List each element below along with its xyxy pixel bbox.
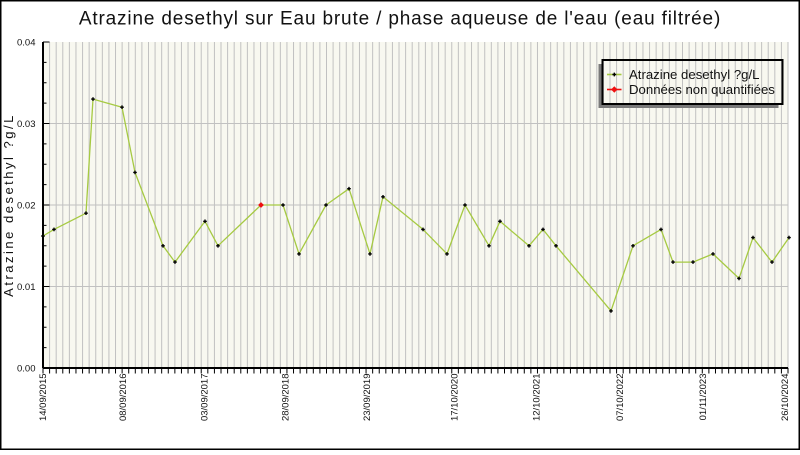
svg-text:26/10/2024: 26/10/2024 bbox=[780, 374, 791, 422]
svg-text:28/09/2018: 28/09/2018 bbox=[280, 374, 291, 422]
svg-text:17/10/2020: 17/10/2020 bbox=[450, 374, 461, 422]
svg-text:07/10/2022: 07/10/2022 bbox=[615, 374, 626, 422]
svg-text:0.04: 0.04 bbox=[17, 37, 36, 48]
svg-text:0.00: 0.00 bbox=[17, 363, 36, 374]
svg-text:Atrazine desethyl ?g/L: Atrazine desethyl ?g/L bbox=[1, 113, 16, 297]
svg-text:14/09/2015: 14/09/2015 bbox=[38, 374, 49, 422]
svg-text:01/11/2023: 01/11/2023 bbox=[698, 374, 709, 421]
svg-text:0.02: 0.02 bbox=[17, 200, 36, 211]
svg-text:03/09/2017: 03/09/2017 bbox=[199, 374, 210, 422]
svg-text:12/10/2021: 12/10/2021 bbox=[531, 374, 542, 422]
svg-text:08/09/2016: 08/09/2016 bbox=[118, 374, 129, 422]
svg-text:Atrazine desethyl ?g/L: Atrazine desethyl ?g/L bbox=[629, 67, 760, 82]
svg-text:23/09/2019: 23/09/2019 bbox=[362, 374, 373, 422]
svg-text:0.01: 0.01 bbox=[17, 282, 36, 293]
svg-text:0.03: 0.03 bbox=[17, 119, 36, 130]
svg-text:Données non quantifiées: Données non quantifiées bbox=[629, 82, 775, 97]
svg-text:Atrazine desethyl sur Eau brut: Atrazine desethyl sur Eau brute / phase … bbox=[79, 9, 721, 30]
